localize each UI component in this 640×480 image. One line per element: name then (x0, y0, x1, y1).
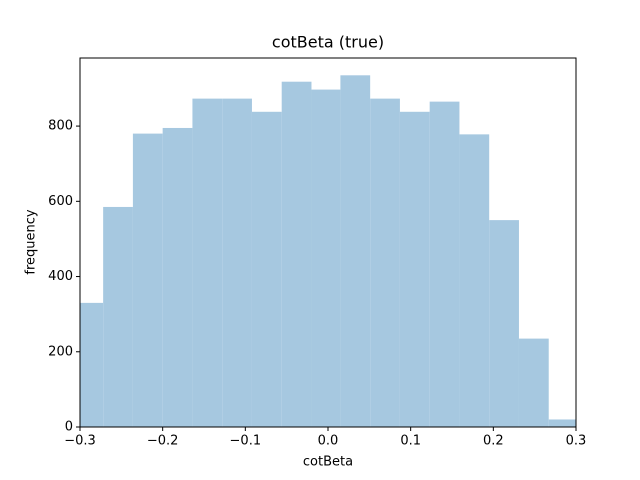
y-tick-label: 800 (48, 119, 73, 134)
bar (370, 98, 400, 427)
x-axis-label: cotBeta (303, 455, 353, 470)
bar (459, 134, 490, 427)
x-tick-label: 0.0 (318, 434, 339, 449)
x-tick-label: −0.3 (64, 434, 96, 449)
bar (251, 111, 282, 427)
bar (162, 127, 193, 427)
y-axis-label: frequency (24, 209, 39, 275)
bar (548, 419, 576, 427)
bar (340, 75, 371, 427)
x-tick-label: −0.2 (147, 434, 179, 449)
x-tick-label: 0.2 (483, 434, 504, 449)
y-tick-label: 600 (48, 194, 73, 209)
bar (222, 98, 252, 427)
bar (192, 98, 223, 427)
bars (80, 75, 576, 427)
bar (399, 111, 430, 427)
x-tick-label: 0.3 (566, 434, 587, 449)
bar (80, 302, 104, 427)
bar (311, 89, 341, 427)
y-tick-label: 0 (65, 420, 73, 435)
x-tick-label: 0.1 (400, 434, 421, 449)
bar (281, 81, 312, 427)
chart-title: cotBeta (true) (272, 33, 384, 52)
bar (132, 133, 163, 427)
y-tick-label: 400 (48, 269, 73, 284)
x-tick-label: −0.1 (230, 434, 262, 449)
bar (489, 220, 519, 427)
bar (429, 101, 460, 427)
bar (518, 338, 549, 427)
bar (103, 206, 133, 427)
y-tick-label: 200 (48, 344, 73, 359)
